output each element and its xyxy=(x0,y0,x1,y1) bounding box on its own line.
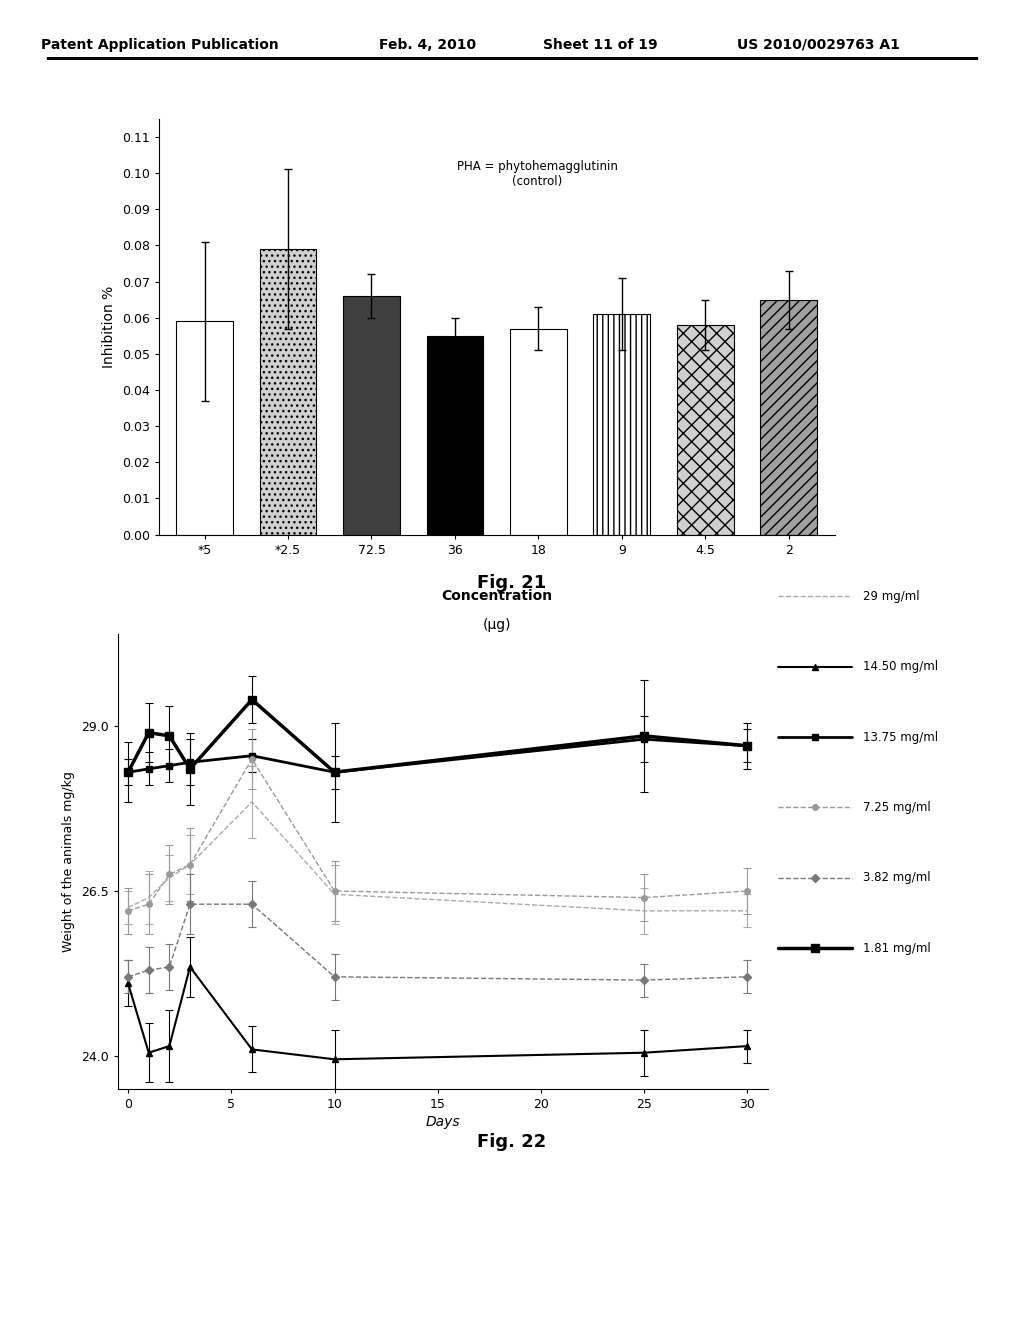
Text: 29 mg/ml: 29 mg/ml xyxy=(863,590,920,603)
Y-axis label: Weight of the animals mg/kg: Weight of the animals mg/kg xyxy=(62,771,76,952)
Text: Feb. 4, 2010: Feb. 4, 2010 xyxy=(379,38,476,51)
Text: 3.82 mg/ml: 3.82 mg/ml xyxy=(863,871,931,884)
Y-axis label: Inhibition %: Inhibition % xyxy=(102,285,116,368)
Text: 13.75 mg/ml: 13.75 mg/ml xyxy=(863,730,938,743)
Bar xyxy=(427,335,483,535)
Bar xyxy=(594,314,650,535)
Text: Patent Application Publication: Patent Application Publication xyxy=(41,38,279,51)
Text: (μg): (μg) xyxy=(482,618,511,632)
Bar xyxy=(260,249,316,535)
Bar xyxy=(176,321,233,535)
Bar xyxy=(760,300,817,535)
Text: Fig. 21: Fig. 21 xyxy=(477,574,547,593)
Text: US 2010/0029763 A1: US 2010/0029763 A1 xyxy=(737,38,900,51)
Bar xyxy=(510,329,566,535)
Text: 1.81 mg/ml: 1.81 mg/ml xyxy=(863,941,931,954)
Text: PHA = phytohemagglutinin
(control): PHA = phytohemagglutinin (control) xyxy=(457,161,617,189)
X-axis label: Days: Days xyxy=(426,1115,460,1129)
Text: 14.50 mg/ml: 14.50 mg/ml xyxy=(863,660,938,673)
Text: 7.25 mg/ml: 7.25 mg/ml xyxy=(863,801,931,814)
Text: Fig. 22: Fig. 22 xyxy=(477,1133,547,1151)
Text: Sheet 11 of 19: Sheet 11 of 19 xyxy=(543,38,657,51)
Text: Concentration: Concentration xyxy=(441,589,552,603)
Bar xyxy=(343,296,399,535)
Bar xyxy=(677,325,733,535)
